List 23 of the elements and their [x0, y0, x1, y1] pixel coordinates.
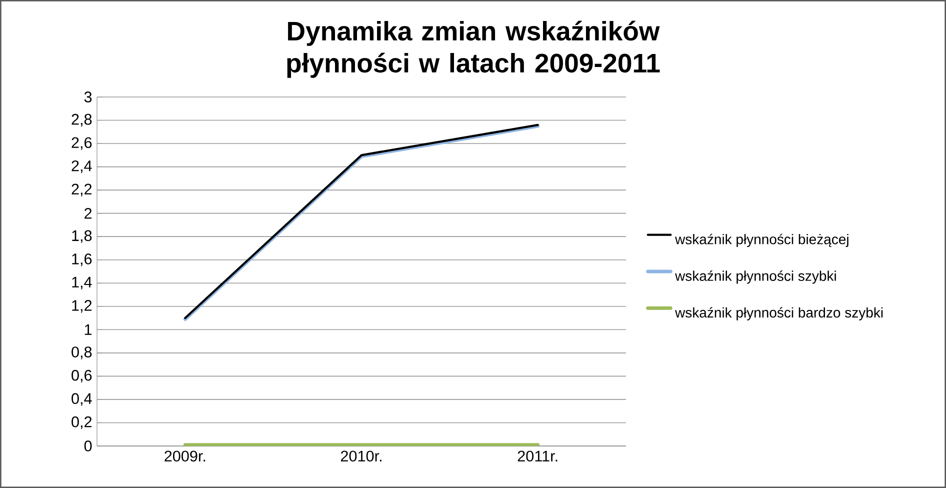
legend-label: wskaźnik płynności szybki	[675, 270, 836, 284]
y-tick-label: 0	[84, 440, 92, 452]
y-tick-label: 0,2	[72, 416, 92, 430]
y-tick-label: 2,2	[72, 184, 92, 196]
y-tick-label: 1,8	[72, 230, 92, 243]
y-tick-label: 0,8	[72, 346, 92, 360]
y-tick-label: 2	[84, 208, 92, 219]
y-tick-label: 1,4	[72, 276, 92, 290]
y-tick-label: 2,8	[72, 114, 92, 127]
y-tick-label: 2,6	[72, 137, 92, 150]
x-tick-label: 2010r.	[340, 450, 382, 462]
y-tick-label: 1,2	[72, 300, 92, 313]
y-tick-label: 2,4	[72, 160, 92, 174]
y-tick-label: 1,6	[72, 254, 92, 266]
y-tick-label: 3	[84, 92, 92, 102]
x-tick-label: 2011r.	[518, 450, 558, 462]
y-tick-label: 0,6	[72, 370, 92, 383]
y-tick-label: 1	[84, 324, 92, 335]
legend-label: wskaźnik płynności bardzo szybki	[675, 307, 883, 320]
chart-title: Dynamika zmian wskaźników płynności w latach 2009-2011	[287, 20, 660, 78]
x-tick-label: 2009r.	[164, 450, 206, 462]
y-tick-label: 0,4	[72, 393, 92, 406]
legend-label: wskaźnik płynności bieżącej	[675, 234, 848, 248]
